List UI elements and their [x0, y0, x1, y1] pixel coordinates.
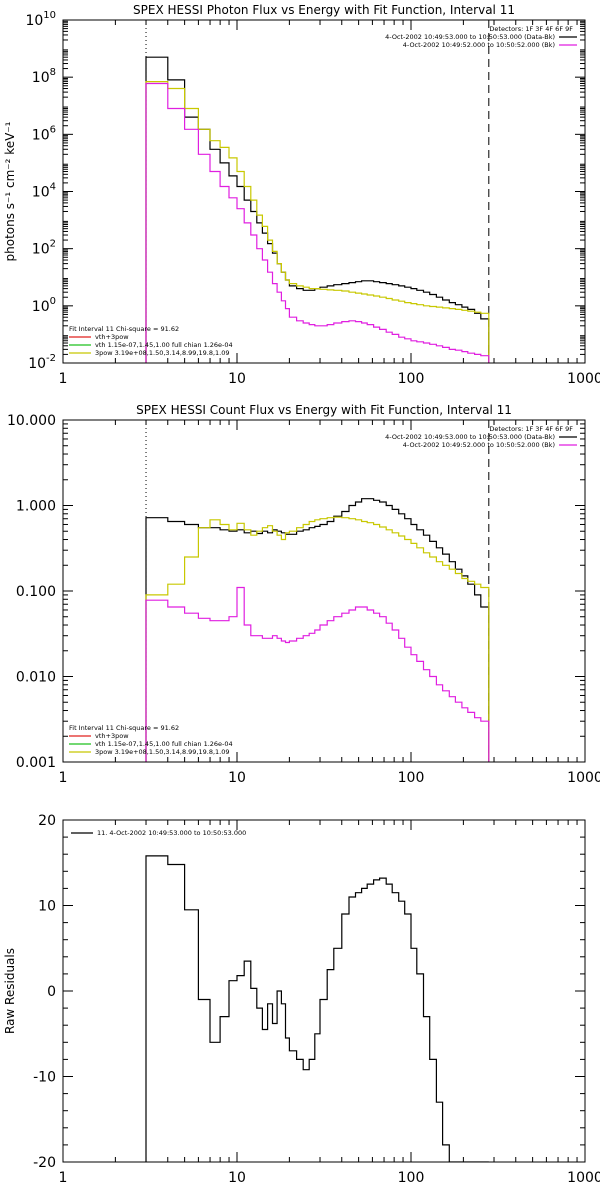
count-flux-panel: SPEX HESSI Count Flux vs Energy with Fit… [7, 403, 600, 786]
chart-title: SPEX HESSI Photon Flux vs Energy with Fi… [133, 3, 515, 17]
legend-entry: 3pow 3.19e+08,1.50,3.14,8.99,19.8,1.09 [95, 349, 230, 357]
x-tick-label: 100 [398, 1170, 425, 1186]
y-tick-base: 10 [32, 242, 50, 258]
x-tick-label: 1000 [567, 770, 600, 786]
y-axis-label: photons s⁻¹ cm⁻² keV⁻¹ [3, 121, 17, 261]
y-tick-label: 100 [32, 296, 56, 315]
y-tick-label: 0.001 [16, 755, 56, 771]
legend-entry: vth 1.15e-07,1.45,1.00 full chian 1.26e-… [95, 740, 233, 748]
plot-area [145, 498, 490, 762]
y-tick-label: -10 [33, 1070, 56, 1086]
legend-entry: vth+3pow [95, 333, 129, 341]
plot-area [145, 56, 490, 363]
plot-area [145, 855, 489, 1162]
x-tick-label: 100 [398, 371, 425, 387]
y-tick-base: 10 [32, 127, 50, 143]
x-tick-label: 10 [228, 770, 246, 786]
y-tick-base: 10 [32, 185, 50, 201]
x-tick-label: 1 [59, 1170, 68, 1186]
y-tick-base: 10 [25, 13, 43, 29]
x-tick-label: 1 [59, 371, 68, 387]
y-tick-label: 104 [32, 182, 56, 201]
y-tick-label: 1.000 [16, 499, 56, 515]
photon-flux-panel: SPEX HESSI Photon Flux vs Energy with Fi… [3, 3, 600, 387]
y-tick-exponent: -2 [46, 353, 56, 364]
legend-entry: vth 1.15e-07,1.45,1.00 full chian 1.26e-… [95, 341, 233, 349]
series-step-line [145, 498, 490, 762]
y-tick-label: 10 [38, 899, 56, 915]
y-tick-label: 0 [47, 984, 56, 1000]
plot-frame [62, 19, 586, 364]
legend-entry: 4-Oct-2002 10:49:53.000 to 10:50:53.000 … [385, 433, 555, 441]
y-tick-label: 1010 [25, 10, 56, 29]
x-tick-label: 10 [228, 371, 246, 387]
plot-frame [62, 819, 586, 1163]
series-step-line [145, 516, 490, 762]
y-tick-exponent: 0 [50, 296, 56, 307]
y-axis-label: Raw Residuals [3, 948, 17, 1034]
y-tick-label: 20 [38, 813, 56, 829]
y-tick-exponent: 2 [50, 239, 56, 250]
y-tick-exponent: 10 [43, 10, 56, 21]
legend-entry: 11. 4-Oct-2002 10:49:53.000 to 10:50:53.… [97, 829, 246, 837]
series-step-line [145, 586, 490, 762]
y-tick-label: 106 [32, 124, 56, 143]
series-step-line [145, 56, 490, 363]
legend-entry: Fit Interval 11 Chi-square = 91.62 [69, 325, 179, 333]
x-tick-label: 10 [228, 1170, 246, 1186]
x-tick-label: 100 [398, 770, 425, 786]
y-tick-label: 0.010 [16, 670, 56, 686]
y-tick-exponent: 8 [50, 67, 56, 78]
y-tick-exponent: 6 [50, 124, 56, 135]
series-step-line [145, 855, 489, 1162]
y-tick-exponent: 4 [50, 182, 56, 193]
y-tick-label: 0.100 [16, 584, 56, 600]
legend-entry: Detectors: 1F 3F 4F 6F 9F [489, 25, 573, 33]
x-tick-label: 1000 [567, 1170, 600, 1186]
y-tick-base: 10 [28, 356, 46, 372]
legend-entry: Fit Interval 11 Chi-square = 91.62 [69, 724, 179, 732]
y-tick-label: 102 [32, 239, 56, 258]
legend-entry: 4-Oct-2002 10:49:53.000 to 10:50:53.000 … [385, 33, 555, 41]
legend-entry: 4-Oct-2002 10:49:52.000 to 10:50:52.000 … [403, 441, 555, 449]
plot-frame [62, 419, 586, 763]
y-tick-label: 10-2 [28, 353, 56, 372]
y-tick-base: 10 [32, 299, 50, 315]
chart-title: SPEX HESSI Count Flux vs Energy with Fit… [136, 403, 512, 417]
y-tick-label: 10.000 [7, 413, 56, 429]
legend-entry: 3pow 3.19e+08,1.50,3.14,8.99,19.8,1.09 [95, 748, 230, 756]
legend-entry: Detectors: 1F 3F 4F 6F 9F [489, 425, 573, 433]
x-tick-label: 1 [59, 770, 68, 786]
raw-residuals-panel: Raw Residuals 1 10 100 1000 -20 -10 0 10 20 11. 4-… [3, 813, 600, 1186]
legend-entry: vth+3pow [95, 732, 129, 740]
y-tick-label: 108 [32, 67, 56, 86]
y-tick-base: 10 [32, 70, 50, 86]
series-step-line [145, 82, 490, 363]
series-step-line [145, 81, 490, 363]
x-tick-label: 1000 [567, 371, 600, 387]
y-tick-label: -20 [33, 1155, 56, 1171]
legend-entry: 4-Oct-2002 10:49:52.000 to 10:50:52.000 … [403, 41, 555, 49]
